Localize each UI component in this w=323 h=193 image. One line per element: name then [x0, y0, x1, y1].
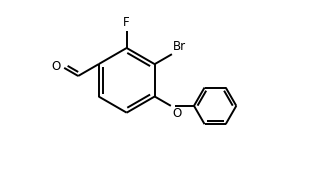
Text: Br: Br	[173, 41, 186, 53]
Text: O: O	[51, 60, 60, 73]
Text: F: F	[123, 16, 130, 29]
Text: O: O	[172, 107, 181, 120]
